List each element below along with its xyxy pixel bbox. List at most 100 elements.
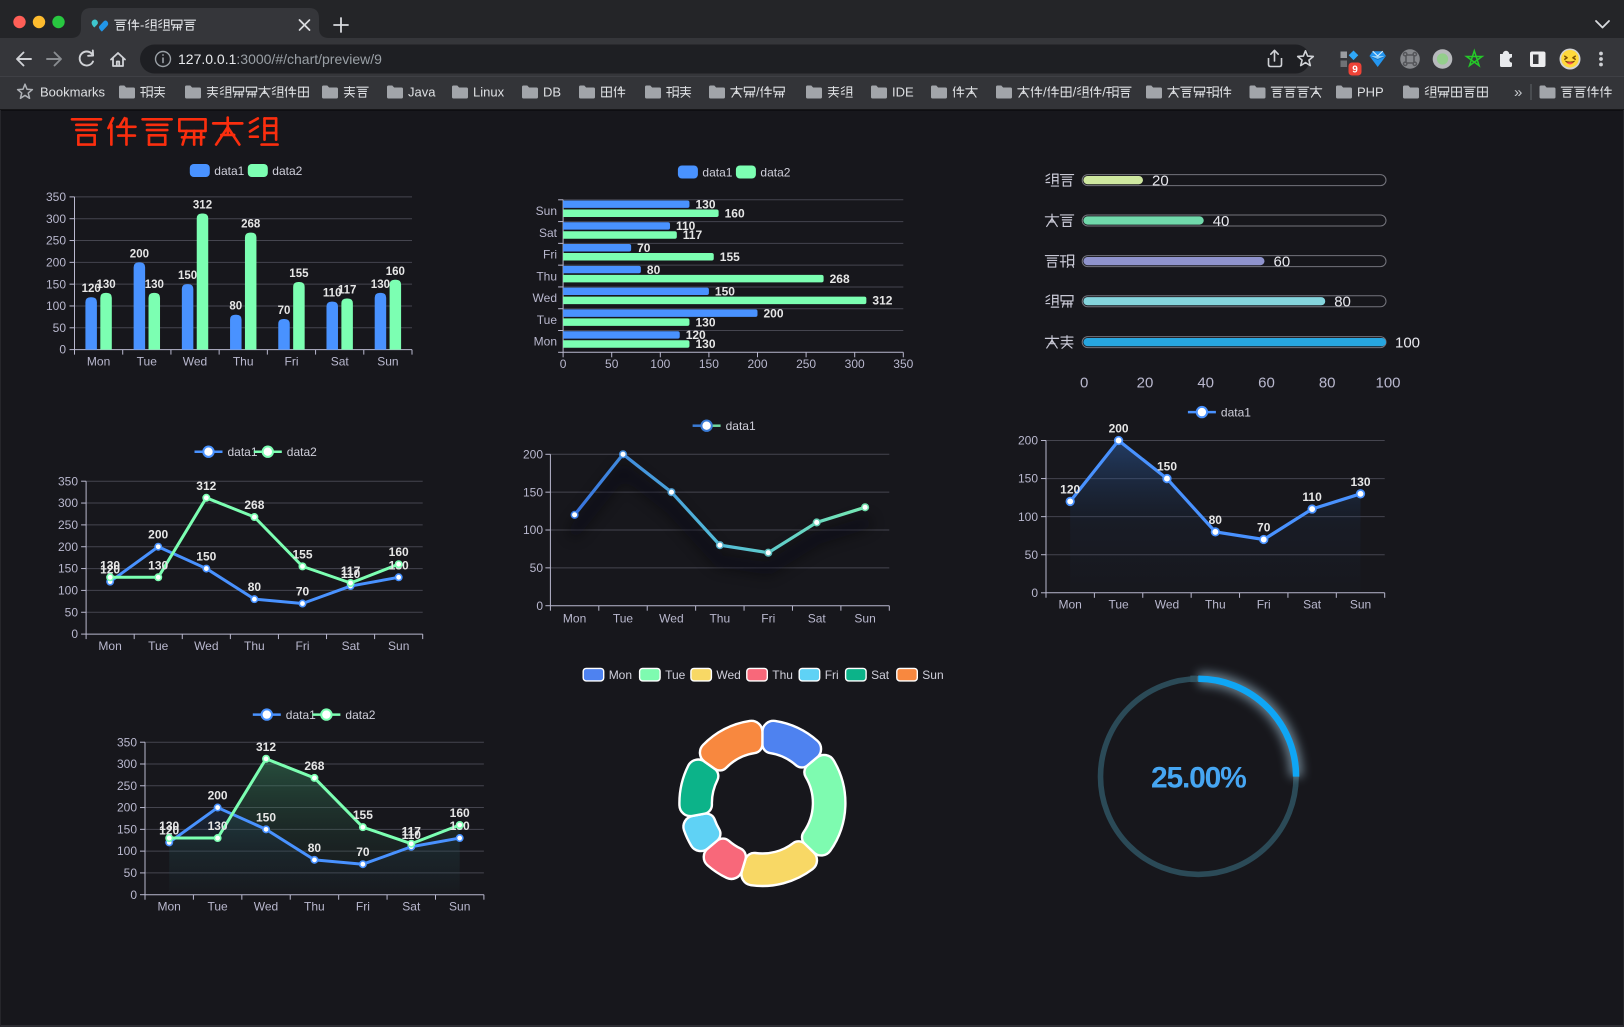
svg-text:100: 100 <box>1395 334 1420 351</box>
svg-text:120: 120 <box>686 328 706 342</box>
svg-text:Sat: Sat <box>808 611 827 625</box>
svg-text:268: 268 <box>830 272 850 286</box>
svg-text:312: 312 <box>196 479 216 493</box>
svg-text:127.0.0.1: 127.0.0.1 <box>178 51 237 67</box>
svg-text:Fri: Fri <box>356 899 370 913</box>
svg-text:120: 120 <box>82 283 101 295</box>
svg-text:150: 150 <box>699 357 719 371</box>
svg-text:250: 250 <box>796 357 816 371</box>
svg-text:250: 250 <box>46 234 66 248</box>
svg-text:Thu: Thu <box>772 668 793 682</box>
svg-text:200: 200 <box>764 306 784 320</box>
svg-text:150: 150 <box>178 270 197 282</box>
svg-text:150: 150 <box>1018 472 1038 486</box>
svg-text:Wed: Wed <box>254 899 278 913</box>
svg-text:200: 200 <box>58 540 78 554</box>
svg-text:Fri: Fri <box>825 668 839 682</box>
svg-text:Mon: Mon <box>563 611 586 625</box>
svg-text:110: 110 <box>402 828 422 842</box>
svg-text:Fri: Fri <box>761 611 775 625</box>
svg-text:Wed: Wed <box>533 291 557 305</box>
svg-text:80: 80 <box>647 263 661 277</box>
svg-text:200: 200 <box>1018 434 1038 448</box>
svg-text:Wed: Wed <box>194 639 218 653</box>
svg-text:150: 150 <box>46 277 66 291</box>
svg-text:100: 100 <box>1018 510 1038 524</box>
svg-text:300: 300 <box>58 496 78 510</box>
svg-text:data1: data1 <box>1221 405 1251 419</box>
svg-text:40: 40 <box>1197 375 1214 392</box>
svg-text:200: 200 <box>1109 422 1129 436</box>
svg-text:Fri: Fri <box>296 639 310 653</box>
svg-text:150: 150 <box>58 562 78 576</box>
svg-text:Sun: Sun <box>1350 598 1371 612</box>
svg-text:Sat: Sat <box>539 226 558 240</box>
svg-text:50: 50 <box>124 866 138 880</box>
svg-text:268: 268 <box>244 498 264 512</box>
svg-text:100: 100 <box>1375 375 1400 392</box>
svg-text:0: 0 <box>130 888 137 902</box>
svg-text:60: 60 <box>1274 253 1291 270</box>
svg-text:155: 155 <box>292 547 312 561</box>
svg-text:160: 160 <box>386 266 405 278</box>
svg-text:350: 350 <box>117 735 137 749</box>
svg-text:Tue: Tue <box>207 899 228 913</box>
svg-text:100: 100 <box>650 357 670 371</box>
svg-text:70: 70 <box>1257 521 1271 535</box>
svg-text:»: » <box>1514 84 1522 101</box>
svg-text:IDE: IDE <box>892 84 914 99</box>
svg-text:Thu: Thu <box>536 269 557 283</box>
svg-text:data1: data1 <box>214 164 244 178</box>
svg-text:200: 200 <box>130 248 149 260</box>
svg-text:200: 200 <box>208 789 228 803</box>
svg-text:Sun: Sun <box>922 668 943 682</box>
svg-text:110: 110 <box>1302 490 1322 504</box>
svg-text:Tue: Tue <box>613 611 634 625</box>
svg-text:150: 150 <box>196 550 216 564</box>
svg-text:110: 110 <box>341 567 361 581</box>
svg-text:60: 60 <box>1258 375 1275 392</box>
svg-text:/: / <box>1043 84 1047 99</box>
svg-text:0: 0 <box>1080 375 1088 392</box>
svg-text:155: 155 <box>353 808 373 822</box>
svg-text:117: 117 <box>402 825 422 839</box>
svg-text:data1: data1 <box>228 445 258 459</box>
svg-text:50: 50 <box>1025 548 1039 562</box>
svg-text:110: 110 <box>676 219 696 233</box>
svg-text:data2: data2 <box>272 164 302 178</box>
svg-text:Sat: Sat <box>342 639 361 653</box>
svg-text:80: 80 <box>1334 294 1351 311</box>
svg-text:Mon: Mon <box>609 668 632 682</box>
svg-text:Tue: Tue <box>1108 598 1129 612</box>
svg-text:300: 300 <box>117 757 137 771</box>
svg-text:-: - <box>140 17 144 32</box>
svg-text:312: 312 <box>872 294 892 308</box>
svg-text:130: 130 <box>145 279 164 291</box>
svg-text:Tue: Tue <box>148 639 169 653</box>
svg-text:150: 150 <box>117 822 137 836</box>
svg-text:data1: data1 <box>286 708 316 722</box>
svg-text:Wed: Wed <box>1155 598 1179 612</box>
svg-text:130: 130 <box>100 558 120 572</box>
svg-text:130: 130 <box>97 279 116 291</box>
svg-text:268: 268 <box>304 759 324 773</box>
svg-text:Sun: Sun <box>449 899 470 913</box>
svg-text:data1: data1 <box>726 419 756 433</box>
svg-text:data2: data2 <box>345 708 375 722</box>
svg-text:200: 200 <box>148 528 168 542</box>
svg-text:150: 150 <box>715 285 735 299</box>
svg-text:130: 130 <box>371 279 390 291</box>
svg-text:160: 160 <box>389 545 409 559</box>
svg-text:Sat: Sat <box>871 668 890 682</box>
svg-text:Mon: Mon <box>98 639 121 653</box>
svg-text:80: 80 <box>308 841 322 855</box>
svg-text:120: 120 <box>159 823 179 837</box>
svg-text:268: 268 <box>241 219 261 231</box>
svg-text:130: 130 <box>1350 475 1370 489</box>
svg-text:Java: Java <box>408 84 436 99</box>
svg-text:50: 50 <box>530 561 544 575</box>
svg-text:Sat: Sat <box>1303 598 1322 612</box>
svg-text:Fri: Fri <box>285 355 299 369</box>
svg-text:350: 350 <box>46 190 66 204</box>
svg-text:Sun: Sun <box>854 611 875 625</box>
